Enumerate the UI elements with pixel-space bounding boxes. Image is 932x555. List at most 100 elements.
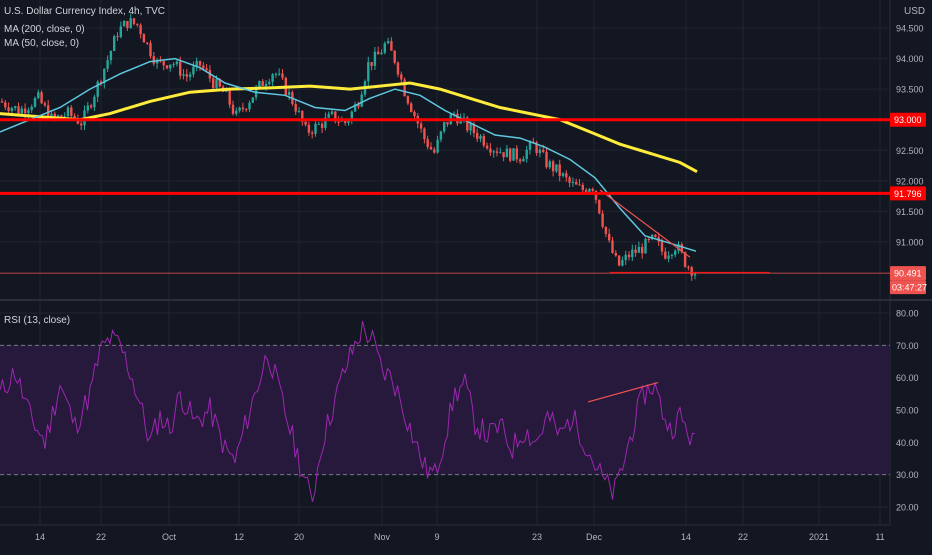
time-tick-label: 22 xyxy=(96,532,106,542)
rsi-line xyxy=(0,320,696,502)
candle-body xyxy=(119,26,122,38)
candle-body xyxy=(155,59,159,64)
candle-body xyxy=(330,111,334,114)
candle-body xyxy=(56,115,60,118)
candle-body xyxy=(281,73,284,78)
candle-body xyxy=(188,74,192,77)
ma200-legend[interactable]: MA (200, close, 0) xyxy=(4,24,85,35)
candle-body xyxy=(245,108,248,110)
candle-body xyxy=(601,213,604,227)
time-tick-label: Nov xyxy=(374,532,391,542)
candle-body xyxy=(261,81,264,87)
candle-body xyxy=(403,79,406,97)
candle-body xyxy=(377,51,380,55)
candle-body xyxy=(485,145,489,149)
candle-body xyxy=(677,244,680,251)
candle-body xyxy=(594,190,598,200)
countdown-label: 03:47:27 xyxy=(892,283,927,293)
candle-body xyxy=(641,246,644,254)
time-tick-label: 9 xyxy=(434,532,439,542)
rsi-tick-label: 70.00 xyxy=(896,341,919,351)
ma50-legend[interactable]: MA (50, close, 0) xyxy=(4,38,80,49)
candle-body xyxy=(162,61,165,66)
candle-body xyxy=(548,161,551,168)
candle-body xyxy=(139,24,142,35)
price-pane[interactable] xyxy=(0,13,890,281)
time-tick-label: 22 xyxy=(738,532,748,542)
candle-body xyxy=(228,89,231,105)
candle-body xyxy=(347,120,350,123)
candle-body xyxy=(598,199,601,214)
candle-body xyxy=(175,61,179,65)
candle-body xyxy=(489,148,492,153)
rsi-legend[interactable]: RSI (13, close) xyxy=(4,315,71,326)
candle-body xyxy=(198,60,202,66)
candle-body xyxy=(152,56,155,64)
candle-body xyxy=(274,73,278,75)
candle-body xyxy=(680,244,683,253)
candle-body xyxy=(116,36,119,38)
level-lower-badge-bg xyxy=(890,186,926,201)
rsi-pane[interactable] xyxy=(0,320,890,502)
candle-body xyxy=(353,104,357,112)
candle-body xyxy=(218,78,221,87)
candle-body xyxy=(631,249,634,258)
price-tick-label: 91.500 xyxy=(896,207,924,217)
candle-body xyxy=(406,96,410,104)
rsi-tick-label: 50.00 xyxy=(896,406,919,416)
candle-body xyxy=(149,42,152,57)
countdown-bg xyxy=(890,280,926,295)
candle-body xyxy=(287,92,291,95)
candle-body xyxy=(66,107,70,117)
candle-body xyxy=(644,238,647,254)
candle-body xyxy=(113,36,116,52)
candle-body xyxy=(172,64,175,66)
time-tick-label: 14 xyxy=(681,532,691,542)
price-tick-label: 93.500 xyxy=(896,85,924,95)
candle-body xyxy=(314,123,317,134)
currency-label: USD xyxy=(904,6,926,17)
candle-body xyxy=(532,141,535,143)
candle-body xyxy=(439,131,443,140)
candle-body xyxy=(654,234,657,238)
candle-body xyxy=(327,113,330,118)
candle-body xyxy=(565,173,568,178)
symbol-title[interactable]: U.S. Dollar Currency Index, 4h, TVC xyxy=(4,6,165,17)
candle-body xyxy=(169,64,172,69)
candle-body xyxy=(357,104,360,107)
candle-body xyxy=(581,184,584,190)
time-tick-label: 14 xyxy=(35,532,45,542)
candle-body xyxy=(535,142,538,154)
rsi-tick-label: 60.00 xyxy=(896,373,919,383)
ma50-line xyxy=(0,57,697,252)
candle-body xyxy=(70,107,73,116)
candle-body xyxy=(667,255,670,259)
candle-body xyxy=(545,151,548,168)
candle-body xyxy=(578,184,581,186)
candle-body xyxy=(294,104,297,112)
candle-body xyxy=(241,107,245,109)
candle-body xyxy=(446,122,449,125)
candle-body xyxy=(20,108,23,114)
candle-body xyxy=(495,151,499,153)
time-tick-label: Dec xyxy=(586,532,603,542)
candle-body xyxy=(693,274,697,276)
candle-body xyxy=(146,42,149,44)
candle-body xyxy=(268,81,271,84)
candle-body xyxy=(23,108,27,114)
candle-body xyxy=(307,124,311,133)
candle-body xyxy=(509,148,512,161)
candle-body xyxy=(568,177,571,183)
candle-body xyxy=(334,111,337,122)
time-tick-label: 2021 xyxy=(809,532,829,542)
price-tick-label: 91.000 xyxy=(896,238,924,248)
candle-body xyxy=(10,108,14,111)
candle-body xyxy=(617,255,621,266)
candle-body xyxy=(93,96,96,108)
candle-body xyxy=(670,254,674,256)
axes: 94.500 94.000 93.500 93.000 92.500 92.000 91.5… xyxy=(35,24,927,543)
candle-body xyxy=(542,149,545,152)
rsi-tick-label: 40.00 xyxy=(896,438,919,448)
